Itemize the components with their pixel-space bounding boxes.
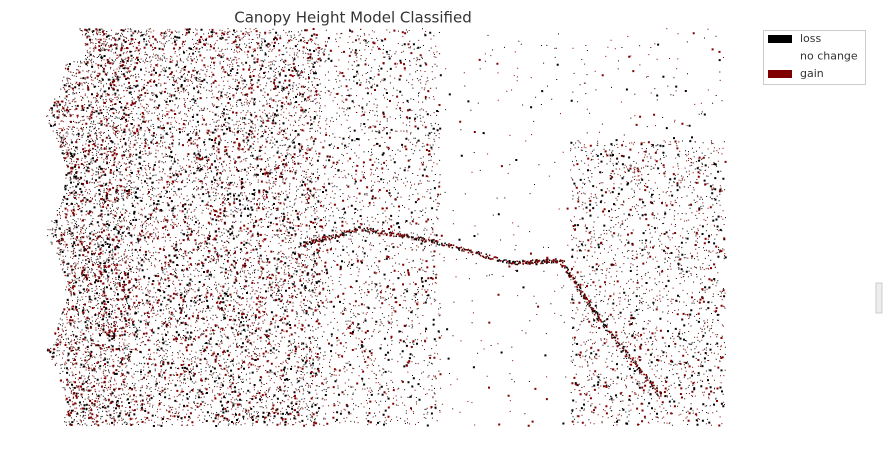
legend-label: gain — [800, 67, 824, 80]
legend-swatch — [768, 35, 792, 43]
legend: loss no change gain — [768, 32, 858, 80]
raster — [46, 28, 727, 427]
map-title: Canopy Height Model Classified — [234, 9, 472, 27]
scroll-handle — [875, 282, 883, 314]
raster-loss — [46, 28, 727, 427]
legend-label: no change — [800, 50, 858, 63]
legend-label: loss — [800, 32, 822, 45]
legend-swatch — [768, 70, 792, 78]
legend-swatch — [768, 52, 792, 61]
